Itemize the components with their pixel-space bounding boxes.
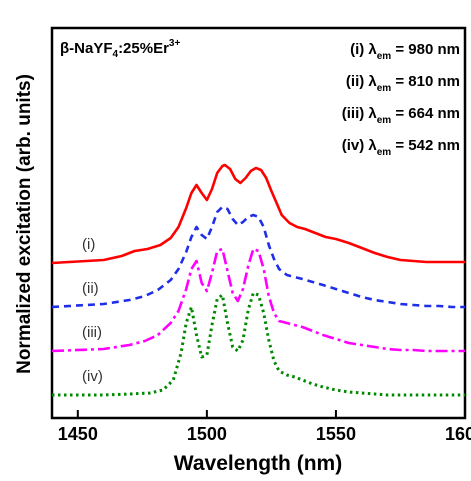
x-tick-label-4: 1600 (445, 424, 471, 444)
series-line-1 (51, 163, 465, 265)
x-tick-label-1: 1450 (58, 424, 98, 444)
plot-frame (50, 26, 467, 420)
x-tick-label-3: 1550 (316, 424, 356, 444)
annotation-main2: :25%Er (118, 40, 169, 57)
series-label-1: (i) (82, 236, 95, 253)
annotation-sub: 4 (113, 49, 119, 60)
x-tick-label-2: 1500 (187, 424, 227, 444)
legend-entry-4: (iv) λem = 542 nm (342, 137, 460, 158)
legend: (i) λem = 980 nm (ii) λem = 810 nm (iii) λ… (342, 41, 460, 158)
series-label-4: (iv) (82, 368, 103, 385)
y-axis-label: Normalized excitation (arb. units) (14, 74, 35, 374)
series-label-3: (iii) (82, 324, 102, 341)
series-line-3 (51, 247, 465, 353)
legend-entry-2: (ii) λem = 810 nm (346, 73, 460, 94)
annotation-main: β-NaYF (60, 40, 113, 57)
series-line-2 (51, 205, 465, 309)
x-axis-label: Wavelength (nm) (174, 452, 342, 475)
sample-annotation: β-NaYF4:25%Er3+ (60, 38, 180, 60)
annotation-sup: 3+ (169, 38, 181, 49)
legend-entry-1: (i) λem = 980 nm (350, 41, 460, 62)
x-ticks: 1450 1500 1550 1600 (58, 410, 471, 444)
legend-entry-3: (iii) λem = 664 nm (342, 105, 460, 126)
series-layer: (i) (ii) (iii) (iv) (51, 163, 465, 397)
series-label-2: (ii) (82, 280, 99, 297)
